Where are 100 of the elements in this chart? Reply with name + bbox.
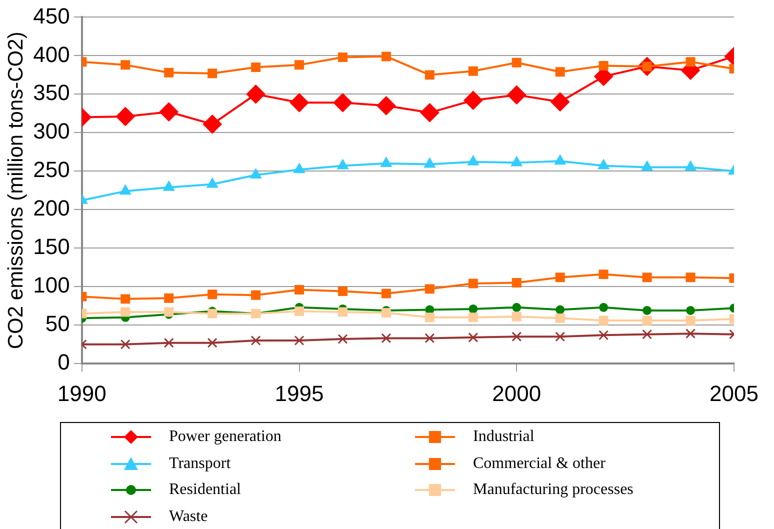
point — [512, 312, 522, 322]
point — [120, 60, 130, 70]
point — [512, 58, 522, 68]
point — [337, 159, 348, 170]
point — [294, 60, 304, 70]
y-tick-label: 150 — [33, 234, 70, 260]
point — [424, 312, 434, 322]
y-tick-label: 400 — [33, 42, 70, 67]
point — [376, 96, 396, 116]
y-tick-label: 450 — [33, 3, 70, 28]
point — [206, 178, 218, 188]
point — [468, 278, 478, 288]
x-tick-label: 1990 — [57, 380, 106, 406]
point — [116, 107, 135, 126]
point — [512, 302, 522, 312]
point — [686, 57, 696, 67]
point — [338, 286, 348, 296]
point — [468, 304, 478, 314]
point — [380, 156, 392, 167]
point — [642, 272, 652, 282]
point — [120, 184, 132, 195]
point — [208, 308, 218, 318]
y-tick-label: 250 — [33, 157, 70, 182]
point — [381, 333, 392, 344]
point — [512, 278, 522, 288]
point — [208, 290, 218, 300]
point — [598, 159, 610, 170]
y-axis-title: CO2 emissions (million tons-CO2) — [4, 32, 28, 350]
point — [642, 329, 652, 340]
point — [467, 155, 479, 166]
point — [333, 93, 352, 112]
point — [294, 336, 304, 346]
point — [207, 338, 218, 348]
y-tick-label: 300 — [33, 118, 70, 144]
point — [550, 92, 570, 112]
point — [290, 93, 309, 112]
point — [556, 305, 565, 314]
point — [164, 307, 174, 317]
point — [512, 332, 522, 342]
point — [381, 288, 391, 298]
y-tick-label: 0 — [58, 350, 70, 375]
point — [420, 103, 440, 122]
point — [381, 308, 391, 318]
point — [163, 180, 175, 191]
point — [251, 290, 261, 300]
point — [555, 67, 565, 77]
point — [598, 330, 609, 340]
point — [598, 270, 608, 280]
legend-label: Residential — [169, 481, 241, 499]
x-tick-label: 2005 — [710, 380, 758, 406]
point — [424, 284, 434, 294]
legend-label: Power generation — [169, 428, 282, 446]
point — [642, 306, 652, 315]
point — [338, 52, 348, 62]
point — [468, 332, 478, 342]
legend-label: Waste — [169, 508, 208, 526]
point — [338, 307, 348, 317]
point — [424, 158, 436, 168]
point — [686, 316, 696, 326]
point — [686, 272, 696, 282]
legend-label: Commercial & other — [473, 454, 606, 472]
point — [251, 62, 261, 72]
x-tick-label: 1995 — [274, 380, 324, 406]
point — [686, 306, 696, 315]
point — [424, 70, 434, 80]
point — [555, 332, 566, 342]
point — [164, 338, 174, 348]
point — [164, 68, 174, 78]
point — [555, 272, 565, 282]
x-tick-label: 2000 — [492, 380, 542, 406]
y-tick-label: 350 — [33, 80, 70, 106]
point — [599, 302, 608, 312]
point — [159, 102, 178, 122]
point — [642, 316, 652, 326]
point — [510, 156, 522, 166]
point — [554, 154, 566, 165]
legend-label: Manufacturing processes — [473, 481, 634, 499]
y-tick-label: 100 — [33, 272, 70, 298]
legend-label: Industrial — [473, 428, 534, 446]
point — [120, 294, 130, 304]
point — [202, 114, 222, 134]
point — [246, 84, 266, 104]
point — [338, 334, 348, 344]
point — [468, 66, 478, 76]
point — [424, 333, 435, 344]
point — [294, 284, 304, 294]
point — [464, 90, 483, 110]
point — [641, 160, 653, 171]
point — [250, 168, 262, 179]
point — [208, 68, 218, 78]
point — [294, 163, 305, 174]
point — [120, 339, 130, 350]
point — [120, 307, 130, 317]
point — [555, 313, 565, 323]
point — [250, 336, 261, 346]
point — [164, 293, 174, 303]
y-tick-label: 50 — [45, 311, 70, 336]
point — [381, 52, 391, 62]
point — [598, 316, 608, 326]
point — [684, 160, 696, 171]
